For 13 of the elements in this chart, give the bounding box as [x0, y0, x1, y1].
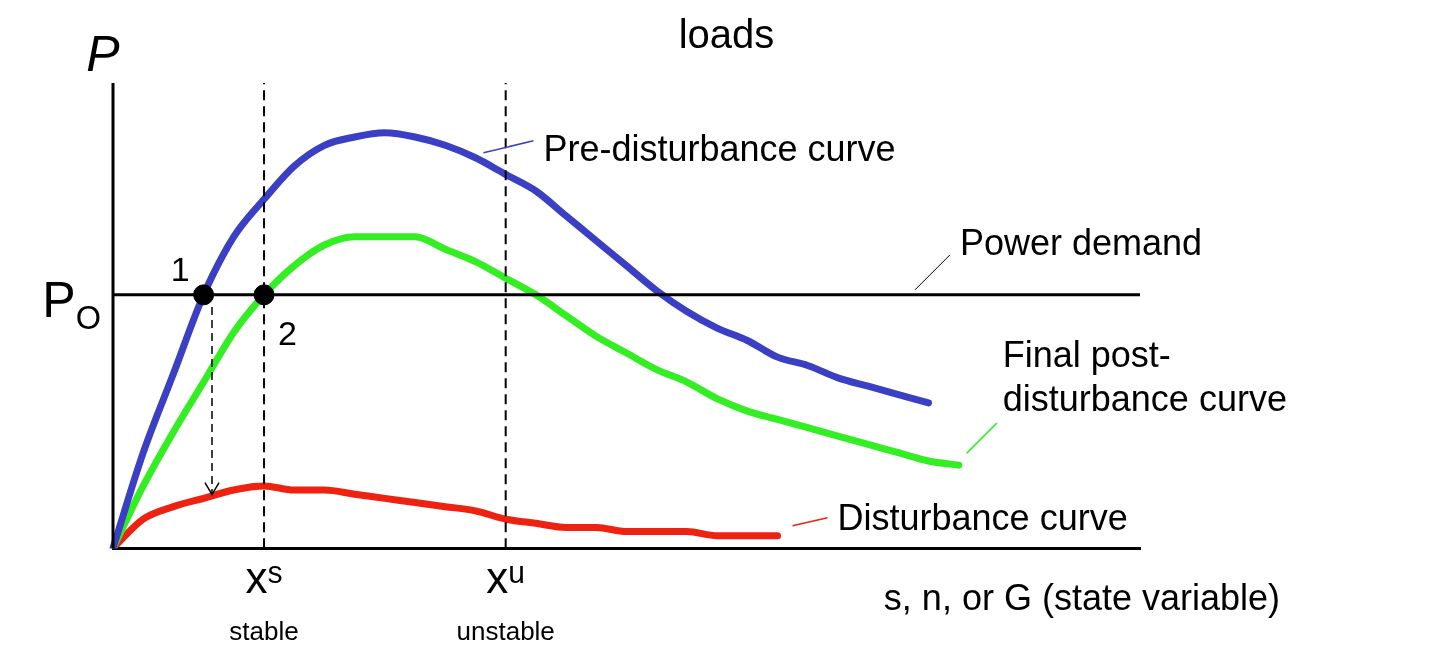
ref-line-label: Power demand [960, 221, 1203, 263]
y-axis-title: P [86, 26, 121, 82]
text: unstable [456, 616, 555, 647]
x-axis-title: s, n, or G (state variable) [883, 577, 1280, 619]
legend-label: Disturbance curve [837, 496, 1128, 538]
text: stable [229, 616, 299, 647]
annotation: 1 [170, 249, 190, 288]
annotation: 2 [278, 313, 297, 352]
x-tick-label: xˢ [245, 552, 283, 602]
chart-title: loads [678, 12, 775, 56]
series-label: Final post-disturbance curve [1002, 334, 1287, 420]
legend-label: Pre-disturbance curve [543, 127, 896, 169]
x-tick-label: xᵘ [486, 552, 526, 602]
